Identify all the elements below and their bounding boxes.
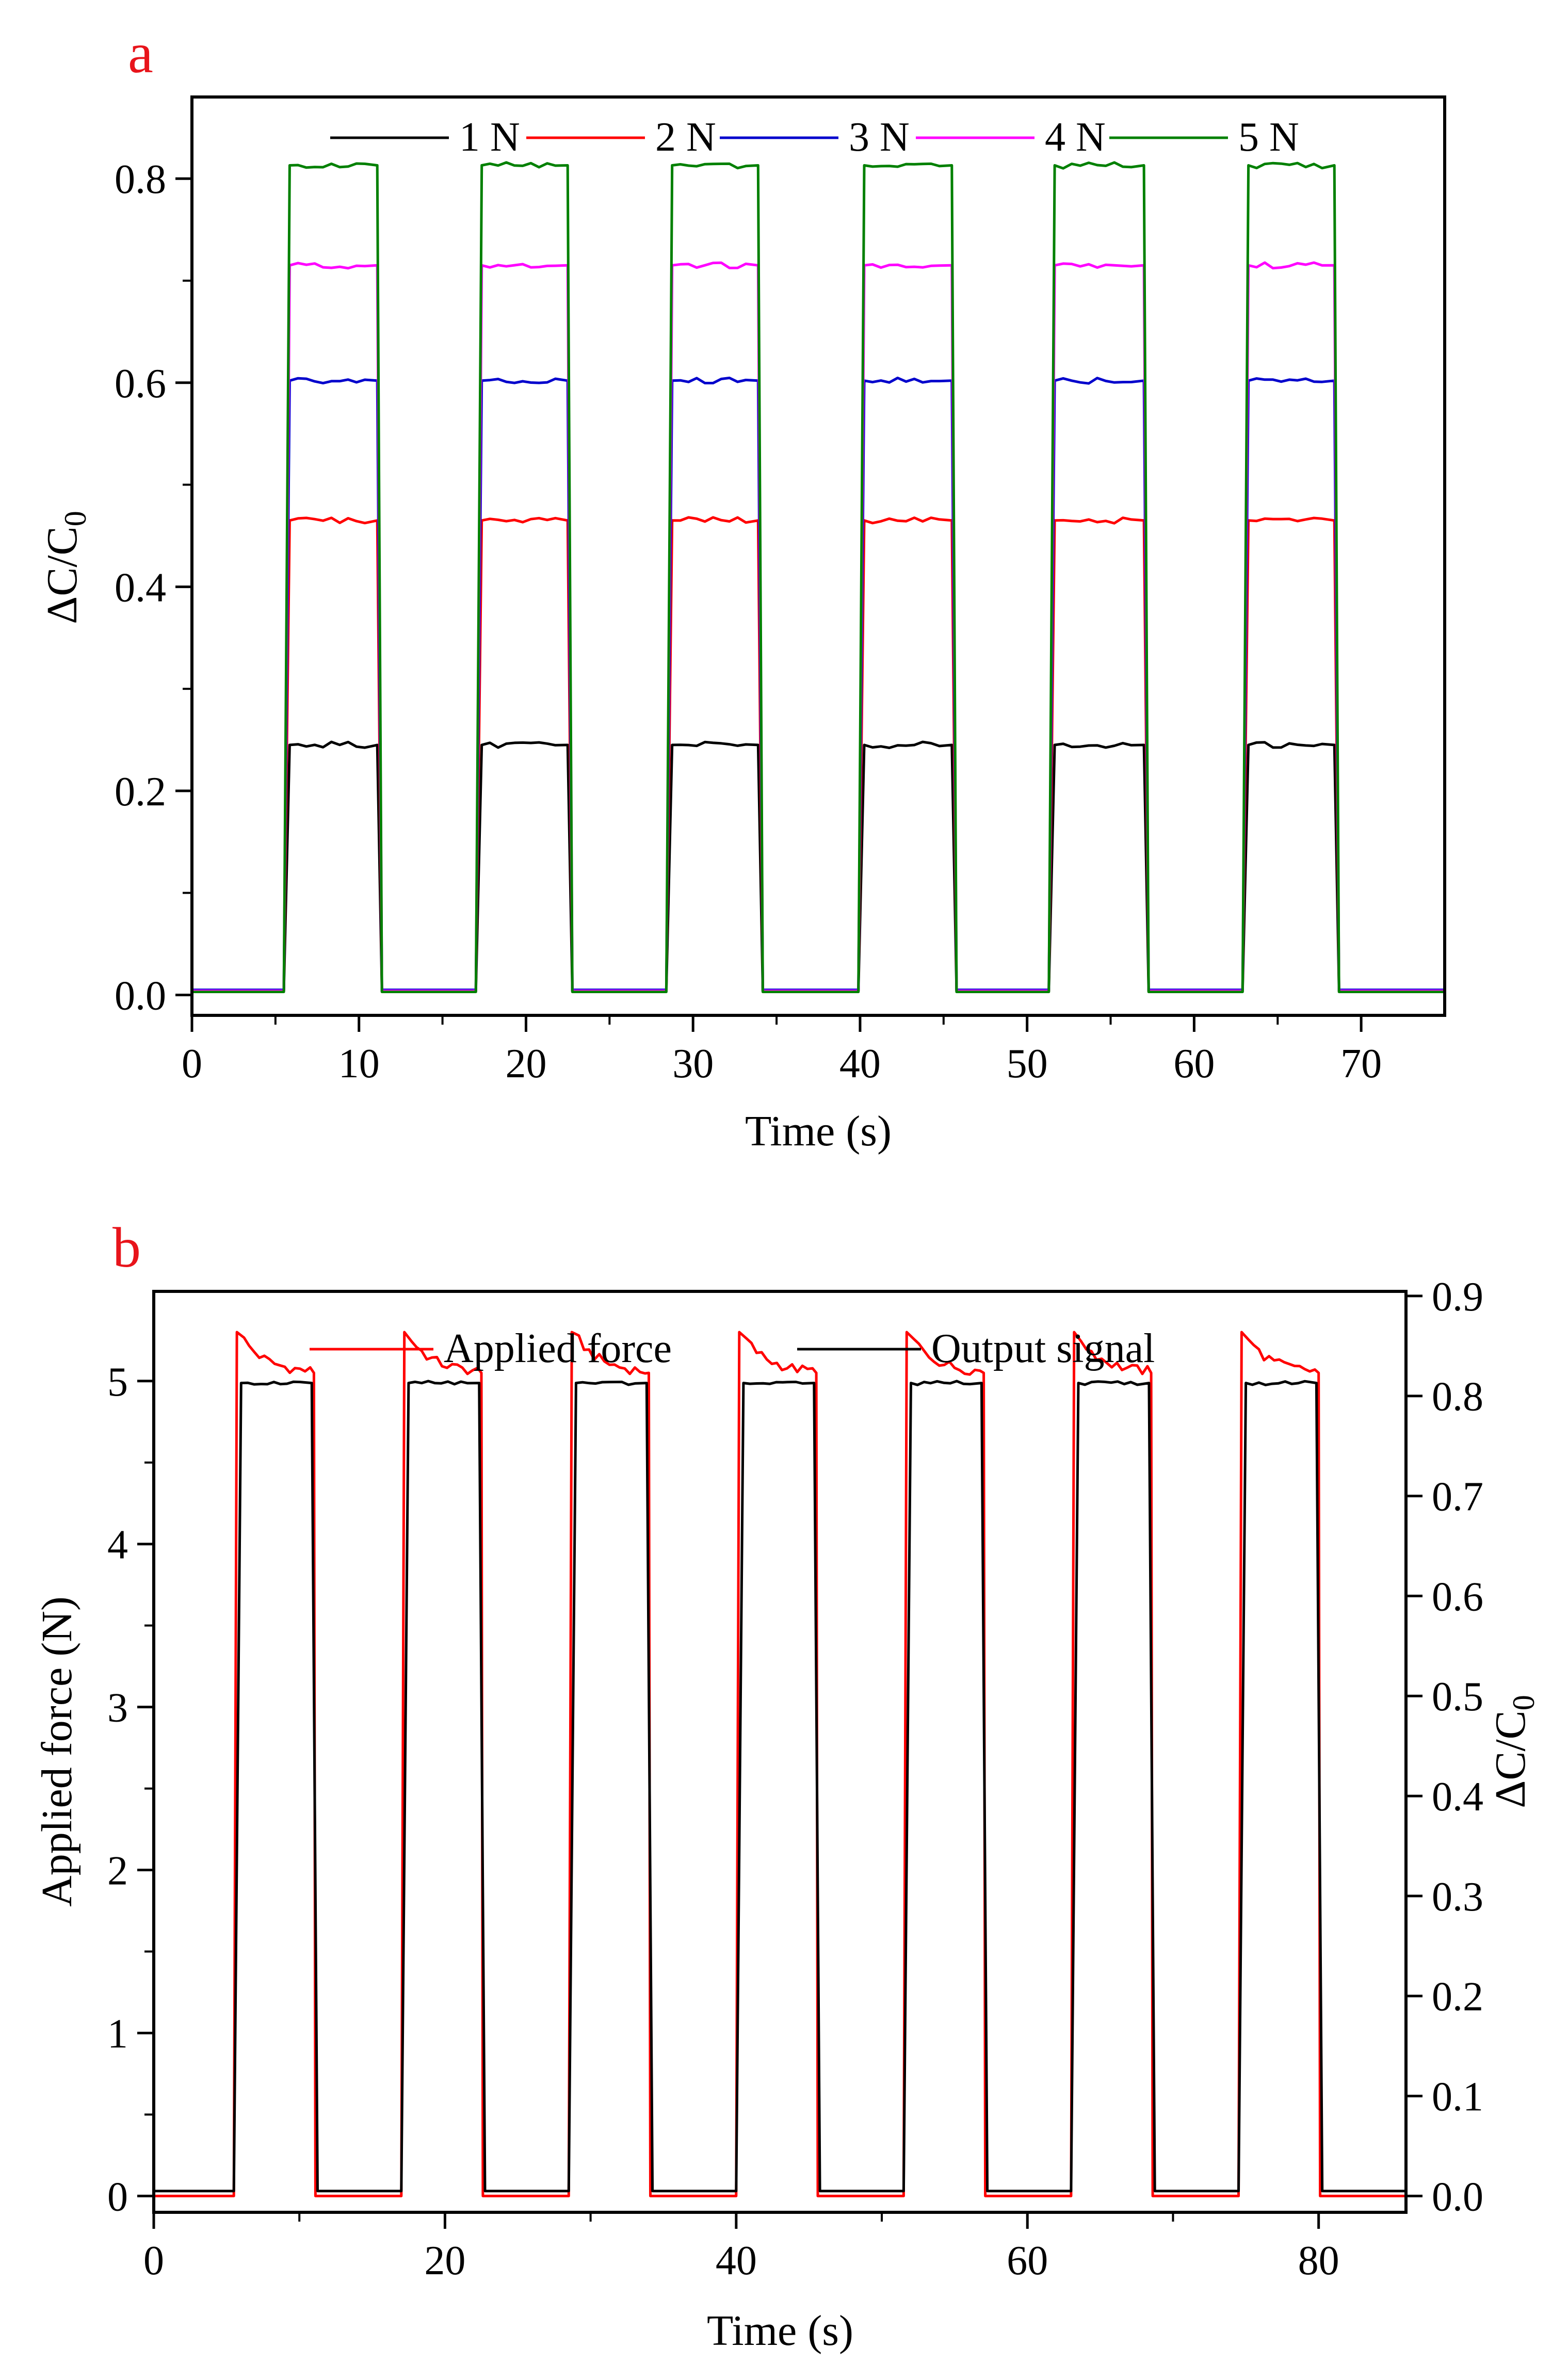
x-tick-label: 20 xyxy=(424,2238,465,2284)
legend-label-applied-force: Applied force xyxy=(444,1326,672,1371)
right-y-tick-label: 0.1 xyxy=(1432,2075,1483,2120)
legend-label-4n: 4 N xyxy=(1045,115,1106,160)
y-tick-label: 0.0 xyxy=(115,973,166,1018)
chart-b-legend: Applied force Output signal xyxy=(310,1326,1155,1371)
chart-a-x-ticks: 0 10 20 30 40 50 60 70 xyxy=(182,1015,1382,1087)
x-tick-label: 30 xyxy=(672,1041,714,1087)
x-tick-label: 60 xyxy=(1007,2238,1048,2284)
right-y-tick-label: 0.3 xyxy=(1432,1874,1483,1920)
left-y-tick-label: 0 xyxy=(107,2174,128,2220)
chart-b-plot-frame xyxy=(152,1290,1408,2214)
chart-a-y-axis-title-main: ΔC/C xyxy=(38,526,86,624)
y-tick-label: 0.8 xyxy=(115,157,166,202)
chart-b-right-y-axis-title: ΔC/C0 xyxy=(1486,1695,1541,1808)
chart-b-right-y-axis-title-sub: 0 xyxy=(1507,1695,1541,1710)
chart-b-right-y-ticks: 0.0 0.1 0.2 0.3 0.4 0.5 0.6 0.7 0.8 0.9 xyxy=(1406,1274,1483,2220)
x-tick-label: 40 xyxy=(716,2238,757,2284)
chart-a-y-ticks: 0.0 0.2 0.4 0.6 0.8 xyxy=(115,157,192,1018)
right-y-tick-label: 0.5 xyxy=(1432,1674,1483,1720)
legend-label-output-signal: Output signal xyxy=(931,1326,1155,1371)
panel-label-a: a xyxy=(128,22,153,85)
x-tick-label: 10 xyxy=(338,1041,380,1087)
x-tick-label: 60 xyxy=(1173,1041,1215,1087)
chart-a-series-group xyxy=(192,161,1445,993)
x-tick-label: 0 xyxy=(143,2238,164,2284)
chart-b-left-y-ticks: 0 1 2 3 4 5 xyxy=(107,1359,154,2220)
legend-label-3n: 3 N xyxy=(849,115,910,160)
series-line-applied-force xyxy=(154,1331,1406,2197)
y-tick-label: 0.2 xyxy=(115,769,166,815)
x-tick-label: 80 xyxy=(1298,2238,1339,2284)
panel-label-b: b xyxy=(112,1216,141,1279)
right-y-tick-label: 0.6 xyxy=(1432,1574,1483,1620)
series-line-5n xyxy=(192,161,1445,993)
chart-b-x-ticks: 0 20 40 60 80 xyxy=(143,2212,1339,2284)
chart-a-plot-frame xyxy=(190,95,1446,1017)
x-tick-label: 50 xyxy=(1007,1041,1048,1087)
left-y-tick-label: 3 xyxy=(107,1686,128,1731)
y-tick-label: 0.6 xyxy=(115,361,166,407)
legend-label-2n: 2 N xyxy=(655,115,716,160)
x-tick-label: 70 xyxy=(1340,1041,1382,1087)
chart-a-x-axis-title: Time (s) xyxy=(745,1107,892,1155)
left-y-tick-label: 4 xyxy=(107,1523,128,1568)
chart-a-y-axis-title-sub: 0 xyxy=(58,511,92,526)
left-y-tick-label: 5 xyxy=(107,1359,128,1405)
y-tick-label: 0.4 xyxy=(115,565,166,610)
chart-b-right-y-axis-title-main: ΔC/C xyxy=(1486,1710,1534,1808)
chart-b-left-y-axis-title: Applied force (N) xyxy=(33,1596,81,1907)
chart-b-series-group xyxy=(154,1331,1406,2197)
x-tick-label: 40 xyxy=(839,1041,881,1087)
legend-label-5n: 5 N xyxy=(1238,115,1299,160)
right-y-tick-label: 0.0 xyxy=(1432,2174,1483,2220)
right-y-tick-label: 0.4 xyxy=(1432,1774,1483,1820)
left-y-tick-label: 1 xyxy=(107,2011,128,2057)
right-y-tick-label: 0.8 xyxy=(1432,1374,1483,1420)
series-line-output-signal xyxy=(154,1380,1406,2193)
right-y-tick-label: 0.9 xyxy=(1432,1274,1483,1320)
right-y-tick-label: 0.7 xyxy=(1432,1475,1483,1520)
right-y-tick-label: 0.2 xyxy=(1432,1974,1483,2020)
left-y-tick-label: 2 xyxy=(107,1849,128,1894)
x-tick-label: 20 xyxy=(505,1041,546,1087)
chart-a-legend: 1 N 2 N 3 N 4 N 5 N xyxy=(330,115,1299,160)
x-tick-label: 0 xyxy=(182,1041,202,1087)
chart-a: 0 10 20 30 40 50 60 70 0.0 0.2 0.4 0.6 0.8 1 N 2 N 3 … xyxy=(38,95,1446,1155)
chart-a-y-axis-title: ΔC/C0 xyxy=(38,511,92,624)
legend-label-1n: 1 N xyxy=(459,115,520,160)
chart-b-x-axis-title: Time (s) xyxy=(707,2307,853,2355)
